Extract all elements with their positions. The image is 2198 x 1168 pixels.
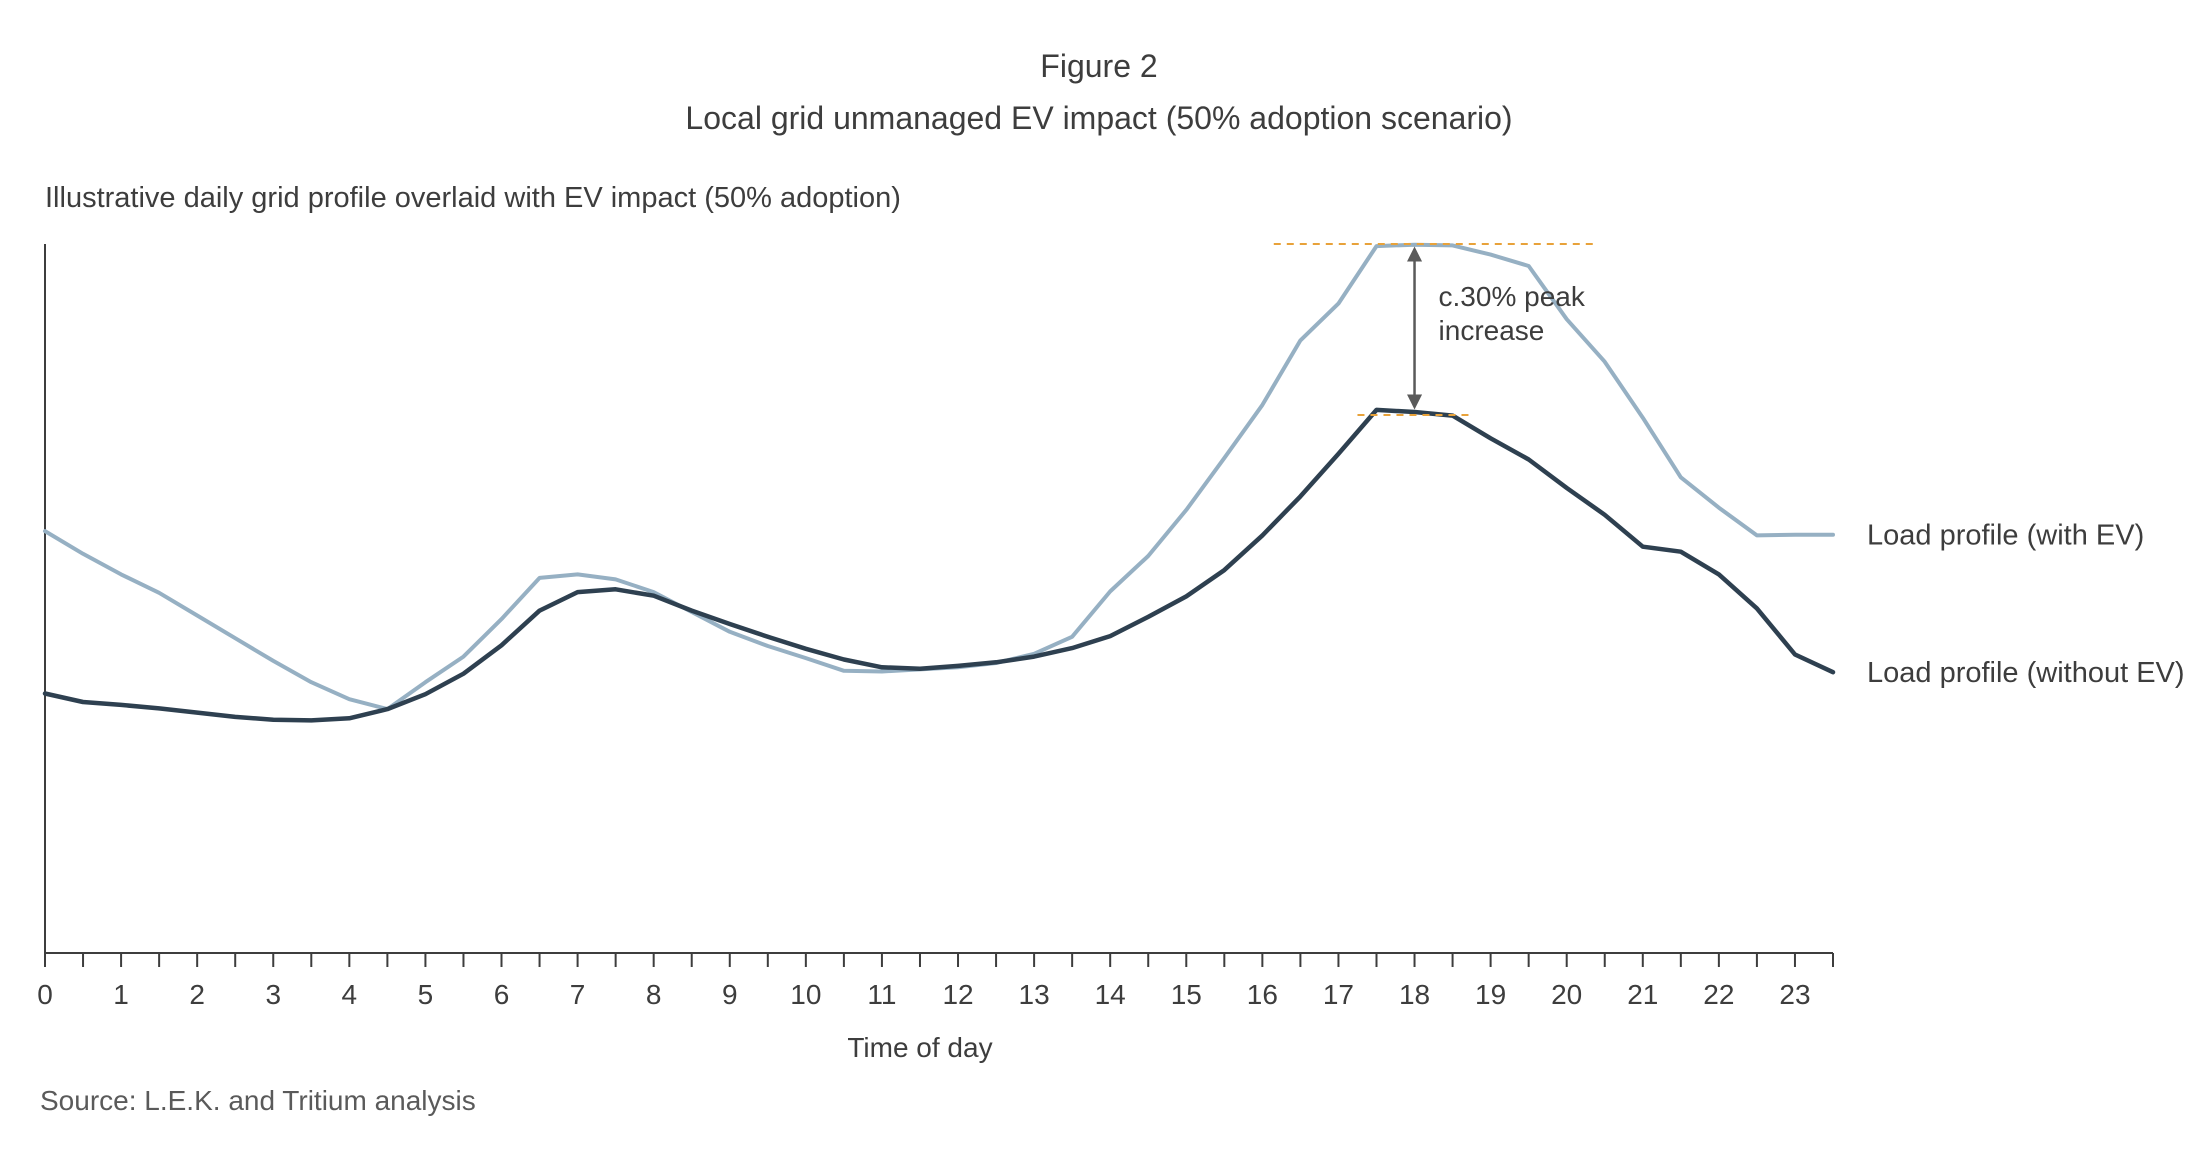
annotation-text-line: increase bbox=[1439, 315, 1545, 346]
x-tick-label: 8 bbox=[646, 979, 662, 1010]
x-tick-label: 17 bbox=[1323, 979, 1354, 1010]
series-line-with-ev bbox=[43, 242, 1835, 712]
series-group bbox=[42, 242, 1836, 723]
figure-number: Figure 2 bbox=[1040, 48, 1158, 84]
x-tick-label: 2 bbox=[189, 979, 205, 1010]
x-tick-label: 10 bbox=[790, 979, 821, 1010]
x-tick-label: 12 bbox=[942, 979, 973, 1010]
x-tick-label: 1 bbox=[113, 979, 129, 1010]
x-tick-label: 13 bbox=[1019, 979, 1050, 1010]
x-tick-label: 7 bbox=[570, 979, 586, 1010]
annotation-text-line: c.30% peak bbox=[1439, 281, 1586, 312]
source-note: Source: L.E.K. and Tritium analysis bbox=[40, 1085, 476, 1116]
x-tick-label: 11 bbox=[867, 979, 896, 1010]
labels: 0 1 2 3 4 5 6 7 8 9 10 11 12 13 14 15 16 17 18 19 20 21 22 23Ti… bbox=[37, 520, 2184, 1063]
x-tick-label: 20 bbox=[1551, 979, 1582, 1010]
chart-subtitle: Illustrative daily grid profile overlaid… bbox=[45, 182, 901, 214]
x-tick-label: 16 bbox=[1247, 979, 1278, 1010]
x-axis-title: Time of day bbox=[847, 1032, 992, 1063]
x-tick-label: 22 bbox=[1703, 979, 1734, 1010]
x-tick-label: 5 bbox=[418, 979, 434, 1010]
x-tick-label: 18 bbox=[1399, 979, 1430, 1010]
x-tick-label: 15 bbox=[1171, 979, 1202, 1010]
x-tick-label: 4 bbox=[342, 979, 358, 1010]
series-label-with-ev: Load profile (with EV) bbox=[1867, 520, 2144, 552]
series-label-without-ev: Load profile (without EV) bbox=[1867, 657, 2185, 689]
x-tick-label: 21 bbox=[1627, 979, 1658, 1010]
x-tick-label: 6 bbox=[494, 979, 510, 1010]
x-tick-label: 0 bbox=[37, 979, 53, 1010]
x-tick-label: 19 bbox=[1475, 979, 1506, 1010]
axes bbox=[44, 244, 1834, 967]
series-line-without-ev bbox=[42, 407, 1836, 723]
figure-title: Local grid unmanaged EV impact (50% adop… bbox=[685, 100, 1513, 136]
x-tick-label: 14 bbox=[1095, 979, 1126, 1010]
x-tick-label: 23 bbox=[1779, 979, 1810, 1010]
x-tick-label: 9 bbox=[722, 979, 738, 1010]
x-tick-label: 3 bbox=[265, 979, 281, 1010]
